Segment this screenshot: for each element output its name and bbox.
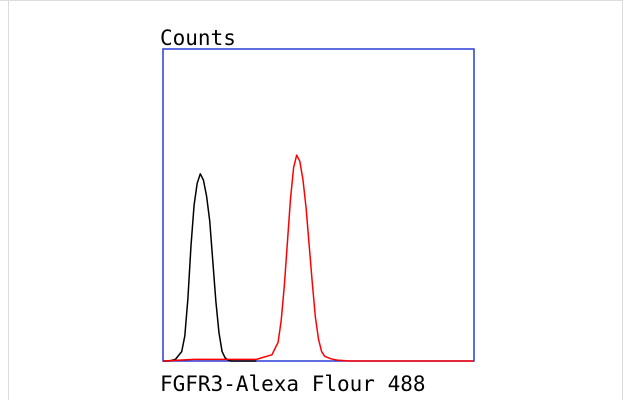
x-axis-label: FGFR3-Alexa Flour 488 — [160, 372, 426, 396]
series-line-2 — [162, 154, 474, 362]
plot-area-border — [162, 48, 475, 362]
frame-left-edge — [8, 0, 9, 400]
series-layer — [162, 154, 474, 362]
series-line-1 — [163, 173, 257, 362]
y-axis-label: Counts — [160, 26, 236, 50]
